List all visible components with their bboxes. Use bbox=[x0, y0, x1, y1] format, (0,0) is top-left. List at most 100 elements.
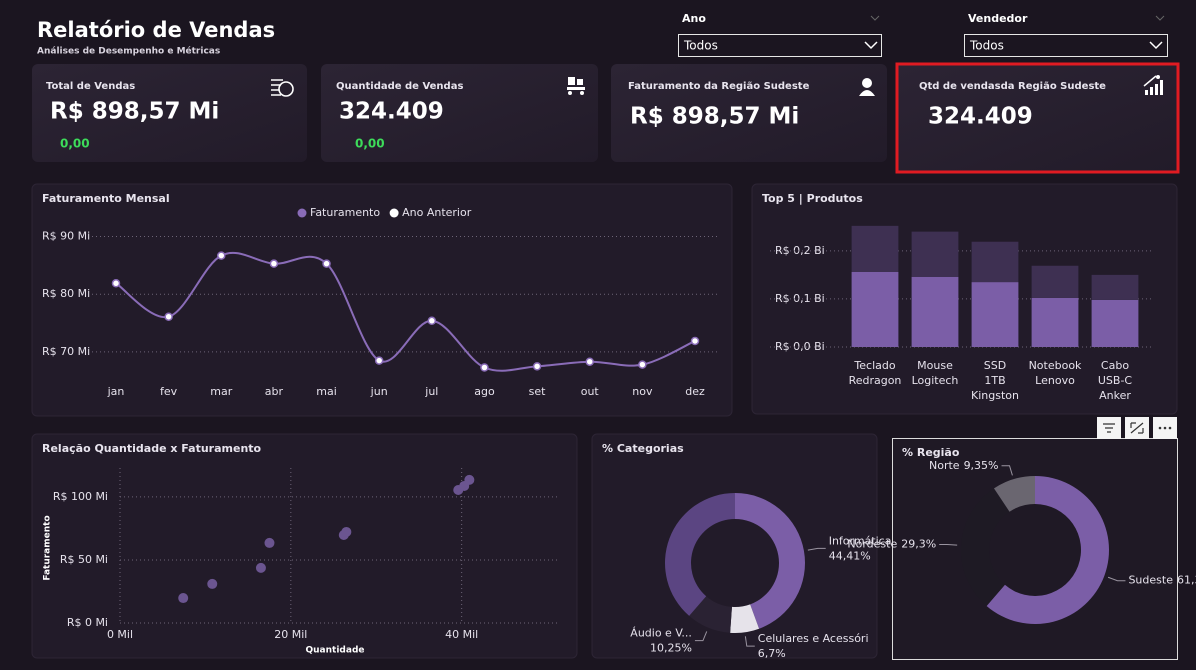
bar-segment bbox=[911, 231, 959, 277]
x-tick-label: 40 Mil bbox=[445, 628, 478, 641]
bar-segment bbox=[851, 225, 899, 272]
report-subtitle: Análises de Desempenho e Métricas bbox=[37, 46, 220, 57]
y-tick-label: R$ 0,1 Bi bbox=[775, 292, 825, 305]
line-point bbox=[164, 312, 173, 321]
filter-value: Todos bbox=[969, 39, 1004, 53]
leader-line bbox=[939, 543, 958, 546]
x-tick-label: out bbox=[581, 385, 600, 398]
panel bbox=[591, 433, 878, 659]
x-tick-label: Notebook Lenovo bbox=[1029, 359, 1082, 387]
slice-label: Informática bbox=[829, 534, 892, 547]
legend-marker bbox=[297, 208, 307, 218]
kpi-card bbox=[897, 64, 1178, 172]
x-axis-title: Quantidade bbox=[306, 646, 365, 656]
panel-title: % Região bbox=[902, 446, 960, 459]
donut-slice bbox=[689, 596, 732, 633]
report-title: Relatório de Vendas bbox=[37, 18, 275, 42]
slice-label: Sudeste 61,35% bbox=[1128, 574, 1196, 587]
x-tick-label: 0 Mil bbox=[107, 628, 133, 641]
slice-label: Nordeste 29,3% bbox=[847, 537, 936, 550]
x-tick-label: fev bbox=[160, 385, 178, 398]
filter-value: Todos bbox=[683, 39, 718, 53]
x-tick-label: jan bbox=[107, 385, 125, 398]
donut-slice bbox=[986, 476, 1109, 624]
filter-label: Vendedor bbox=[968, 12, 1028, 25]
filter-collapse[interactable] bbox=[870, 15, 880, 21]
money-icon bbox=[271, 79, 294, 97]
scatter-point bbox=[464, 474, 475, 485]
slice-value: 61,35% bbox=[1177, 574, 1196, 587]
bar-segment bbox=[1031, 265, 1079, 298]
scatter-point bbox=[264, 537, 275, 548]
slice-name: Norte bbox=[929, 459, 960, 472]
kpi-title: Qtd de vendasda Região Sudeste bbox=[919, 81, 1106, 92]
kpi-card bbox=[611, 64, 887, 162]
highlight-box bbox=[895, 62, 1180, 174]
y-tick-label: R$ 0,0 Bi bbox=[775, 340, 825, 353]
leader-line bbox=[1001, 465, 1013, 476]
cart-icon bbox=[567, 77, 585, 95]
dropdown-arrow bbox=[1149, 41, 1163, 50]
x-tick-label: Teclado Redragon bbox=[849, 359, 902, 387]
donut-slice bbox=[960, 488, 1010, 606]
scatter-point bbox=[207, 578, 218, 589]
x-tick-label: jul bbox=[424, 385, 438, 398]
y-axis-title: Faturamento bbox=[43, 515, 53, 580]
slice-value: 29,3% bbox=[901, 537, 936, 550]
slice-value: 44,41% bbox=[829, 549, 871, 562]
kpi-value: 324.409 bbox=[928, 104, 1033, 130]
legend-marker bbox=[389, 208, 399, 218]
y-tick-label: R$ 0,2 Bi bbox=[775, 244, 825, 257]
bar-segment bbox=[971, 241, 1019, 283]
x-tick-label: mai bbox=[316, 385, 337, 398]
bar-segment bbox=[911, 276, 959, 347]
person-icon bbox=[859, 78, 875, 96]
x-tick-label: jun bbox=[370, 385, 388, 398]
scatter-point bbox=[341, 526, 352, 537]
line-point bbox=[532, 362, 542, 371]
kpi-title: Quantidade de Vendas bbox=[336, 81, 463, 92]
kpi-value: R$ 898,57 Mi bbox=[630, 104, 799, 130]
donut-slice bbox=[665, 493, 735, 616]
kpi-title: Faturamento da Região Sudeste bbox=[628, 81, 810, 92]
filter-label: Ano bbox=[682, 12, 706, 25]
leader-line bbox=[1107, 576, 1126, 582]
panel-title: Faturamento Mensal bbox=[42, 192, 170, 205]
filter-collapse[interactable] bbox=[1155, 15, 1165, 21]
line-point bbox=[269, 259, 279, 268]
x-tick-label: dez bbox=[685, 385, 705, 398]
slice-name: Nordeste bbox=[847, 537, 897, 550]
legend-label: Ano Anterior bbox=[402, 206, 472, 219]
x-tick-label: ago bbox=[474, 385, 495, 398]
x-tick-label: nov bbox=[632, 385, 653, 398]
y-tick-label: R$ 50 Mi bbox=[60, 553, 108, 566]
legend-label: Faturamento bbox=[310, 206, 380, 219]
kpi-delta: 0,00 bbox=[60, 137, 90, 151]
x-tick-label: mar bbox=[210, 385, 232, 398]
panel bbox=[31, 433, 578, 659]
x-tick-label: 20 Mil bbox=[274, 628, 307, 641]
scatter-point bbox=[255, 562, 266, 573]
dropdown-arrow bbox=[864, 41, 878, 50]
y-tick-label: R$ 100 Mi bbox=[53, 490, 108, 503]
kpi-title: Total de Vendas bbox=[46, 81, 135, 92]
growth-icon bbox=[1143, 75, 1163, 95]
bar-segment bbox=[1031, 297, 1079, 347]
kpi-value: R$ 898,57 Mi bbox=[50, 99, 219, 125]
x-tick-label: set bbox=[529, 385, 546, 398]
donut-slice bbox=[730, 604, 760, 633]
filter-dropdown[interactable] bbox=[678, 34, 882, 57]
donut-slice bbox=[993, 476, 1035, 512]
slice-name: Sudeste bbox=[1128, 574, 1173, 587]
line-point bbox=[585, 357, 594, 366]
y-tick-label: R$ 80 Mi bbox=[42, 287, 90, 300]
slice-label: Celulares e Acessóri bbox=[758, 632, 869, 645]
line-point bbox=[217, 251, 226, 260]
x-tick-label: abr bbox=[265, 385, 284, 398]
leader-line bbox=[694, 631, 708, 642]
line-point bbox=[111, 279, 121, 288]
bar-segment bbox=[971, 282, 1019, 347]
slice-value: 9,35% bbox=[964, 459, 999, 472]
filter-dropdown[interactable] bbox=[964, 34, 1168, 57]
